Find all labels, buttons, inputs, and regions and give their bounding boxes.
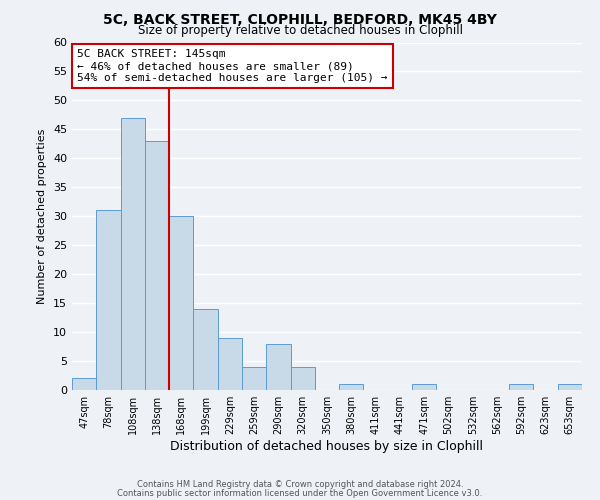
Bar (266, 344, 290, 390)
Y-axis label: Number of detached properties: Number of detached properties (37, 128, 47, 304)
Bar (72, 378, 96, 390)
Text: Contains public sector information licensed under the Open Government Licence v3: Contains public sector information licen… (118, 488, 482, 498)
Text: 5C BACK STREET: 145sqm
← 46% of detached houses are smaller (89)
54% of semi-det: 5C BACK STREET: 145sqm ← 46% of detached… (77, 50, 388, 82)
Text: Size of property relative to detached houses in Clophill: Size of property relative to detached ho… (137, 24, 463, 37)
Text: Contains HM Land Registry data © Crown copyright and database right 2024.: Contains HM Land Registry data © Crown c… (137, 480, 463, 489)
Bar (509, 384, 533, 390)
Bar (339, 384, 364, 390)
Bar (96, 210, 121, 390)
Bar (218, 338, 242, 390)
Bar (412, 384, 436, 390)
Bar (169, 216, 193, 390)
Text: 5C, BACK STREET, CLOPHILL, BEDFORD, MK45 4BY: 5C, BACK STREET, CLOPHILL, BEDFORD, MK45… (103, 12, 497, 26)
Bar (242, 367, 266, 390)
Bar (145, 141, 169, 390)
X-axis label: Distribution of detached houses by size in Clophill: Distribution of detached houses by size … (170, 440, 484, 453)
Bar (121, 118, 145, 390)
Bar (558, 384, 582, 390)
Bar (290, 367, 315, 390)
Bar (193, 309, 218, 390)
